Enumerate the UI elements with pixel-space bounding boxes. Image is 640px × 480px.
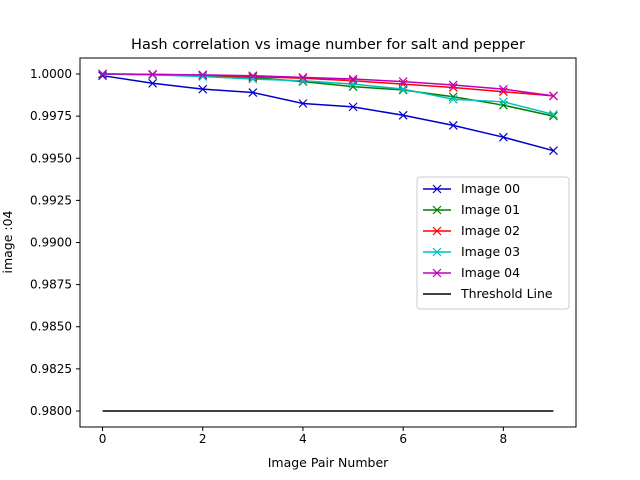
- data-point-image-00: [298, 99, 308, 108]
- data-point-image-04: [498, 84, 508, 94]
- series-line-image-01: [102, 73, 554, 117]
- legend-entry-image-02: Image 02: [423, 223, 520, 238]
- y-tick-label: 0.9900: [30, 236, 72, 250]
- data-point-image-04: [148, 69, 158, 79]
- legend: Image 00 Image 01 Image 02 Image 03 Image 04…: [416, 176, 570, 310]
- legend-label: Image 02: [461, 223, 520, 238]
- legend-entry-image-03: Image 03: [423, 244, 520, 259]
- data-point-image-00: [198, 84, 208, 94]
- plot-frame: [79, 57, 577, 428]
- data-point-image-03: [448, 94, 458, 104]
- y-tick-label: 0.9975: [30, 109, 72, 123]
- legend-marker: [432, 205, 442, 215]
- legend-marker: [432, 268, 442, 278]
- data-point-image-03: [198, 72, 208, 81]
- data-point-image-04: [448, 80, 458, 90]
- series-line-image-04: [102, 73, 554, 97]
- y-tick-label: 0.9800: [30, 404, 72, 418]
- x-tick-label: 2: [199, 432, 207, 446]
- series-line-image-03: [102, 73, 554, 116]
- legend-label: Image 04: [461, 265, 520, 280]
- y-tick-label: 0.9925: [30, 193, 72, 207]
- y-tick-label: 0.9850: [30, 320, 72, 334]
- data-point-image-00: [398, 110, 408, 120]
- data-point-image-04: [98, 69, 107, 79]
- data-point-image-03: [498, 97, 508, 107]
- legend-entry-image-01: Image 01: [423, 202, 520, 217]
- legend-label: Image 03: [461, 244, 520, 259]
- x-tick-label: 0: [99, 432, 107, 446]
- data-point-image-00: [498, 132, 508, 142]
- data-point-image-04: [549, 91, 558, 101]
- legend-marker: [432, 184, 442, 194]
- x-axis-label: Image Pair Number: [268, 455, 389, 470]
- y-tick-label: 1.0000: [30, 67, 72, 81]
- data-point-image-04: [398, 77, 408, 87]
- plot-area: [98, 69, 558, 412]
- x-tick-label: 8: [500, 432, 508, 446]
- legend-label: Threshold Line: [460, 286, 553, 301]
- data-point-image-00: [448, 120, 458, 130]
- x-tick-label: 6: [399, 432, 407, 446]
- y-axis-label: image :04: [0, 210, 15, 273]
- data-point-image-00: [248, 88, 258, 97]
- y-tick-label: 0.9825: [30, 362, 72, 376]
- legend-label: Image 01: [461, 202, 520, 217]
- legend-entry-threshold-line: Threshold Line: [423, 286, 553, 301]
- data-point-image-04: [198, 70, 208, 80]
- x-tick-label: 4: [299, 432, 307, 446]
- data-point-image-04: [248, 71, 258, 81]
- data-point-image-00: [148, 78, 158, 88]
- series-line-image-00: [102, 74, 554, 152]
- legend-box: [416, 176, 570, 310]
- legend-label: Image 00: [461, 181, 520, 196]
- series-image-04: [98, 69, 558, 101]
- series-image-03: [98, 69, 558, 119]
- series-image-00: [98, 71, 558, 156]
- data-point-image-04: [348, 74, 358, 84]
- legend-entry-image-00: Image 00: [423, 181, 520, 196]
- y-tick-label: 0.9875: [30, 278, 72, 292]
- data-point-image-04: [298, 72, 308, 82]
- data-point-image-03: [398, 84, 408, 94]
- legend-marker: [432, 247, 442, 257]
- data-point-image-00: [549, 146, 558, 156]
- legend-entry-image-04: Image 04: [423, 265, 520, 280]
- legend-marker: [432, 226, 442, 236]
- y-tick-label: 0.9950: [30, 151, 72, 165]
- chart-title: Hash correlation vs image number for sal…: [131, 37, 525, 53]
- data-point-image-00: [98, 71, 107, 81]
- data-point-image-03: [549, 110, 558, 119]
- axis-ticks: 0 2 4 6 8 0.9800 0.9825 0.9850 0.9875 0.9900 0.992…: [30, 67, 507, 446]
- data-point-image-00: [348, 102, 358, 112]
